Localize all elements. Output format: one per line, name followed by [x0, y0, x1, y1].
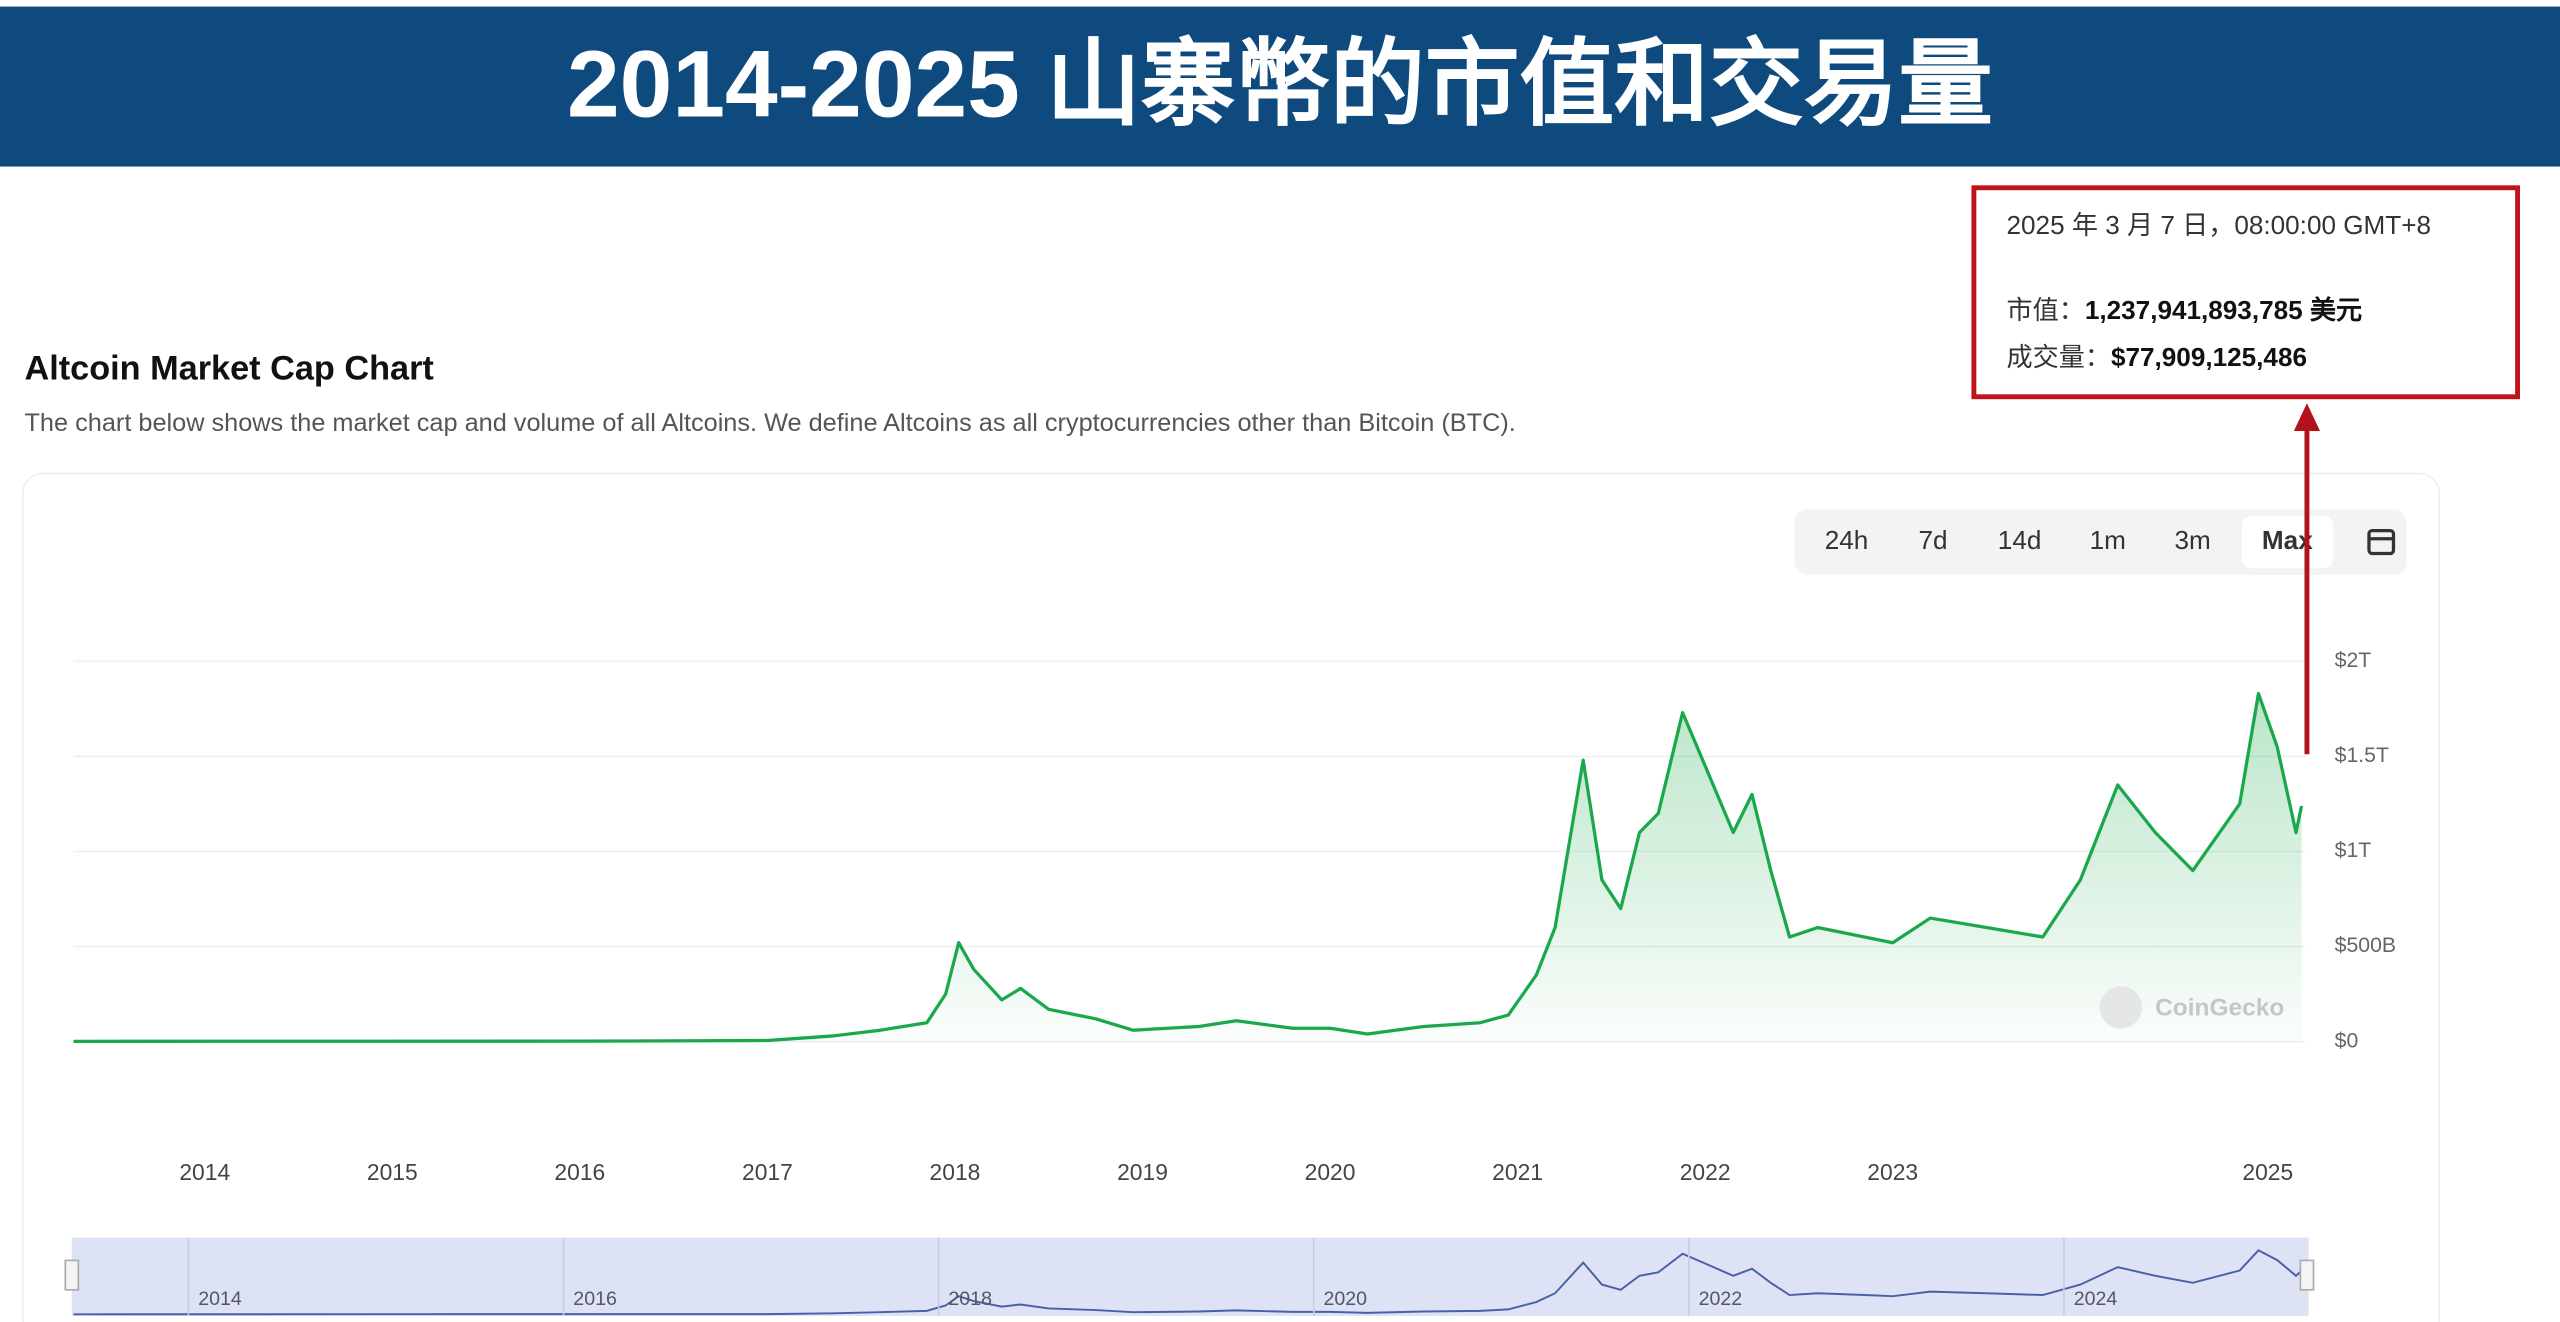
navigator-label: 2014: [198, 1288, 242, 1310]
plot-area: $0 $500B $1T $1.5T $2T 2014 2015 2016 2017 2018 20…: [73, 649, 2396, 1185]
calendar-frame: [2367, 528, 2396, 556]
chart-card: [22, 472, 2440, 1322]
tooltip-volume: 成交量：$77,909,125,486: [2007, 342, 2307, 372]
y-tick-label: $1T: [2335, 839, 2372, 862]
range-button[interactable]: 14d: [1998, 525, 2042, 555]
x-tick-label: 2019: [1117, 1159, 1168, 1185]
y-tick-label: $2T: [2335, 649, 2372, 672]
navigator-label: 2022: [1699, 1288, 1743, 1310]
navigator-handle[interactable]: [2299, 1259, 2315, 1291]
calendar-icon[interactable]: [2367, 528, 2396, 556]
button-active-bg: [2241, 515, 2334, 569]
x-tick-label: 2015: [367, 1159, 418, 1185]
x-tick-label: 2021: [1492, 1159, 1543, 1185]
chart-title: Altcoin Market Cap Chart: [24, 350, 433, 388]
navigator-label: 2020: [1324, 1288, 1368, 1310]
tooltip-cap: 市值：1,237,941,893,785 美元: [2007, 295, 2363, 325]
range-button[interactable]: 1m: [2090, 525, 2126, 555]
volume-label: 成交量：: [2007, 342, 2111, 372]
series-area: [73, 693, 2302, 1042]
x-tick-label: 2023: [1867, 1159, 1918, 1185]
watermark: CoinGecko: [2099, 986, 2284, 1029]
navigator-content: 2014 2016 2018 2020 2022 2024: [64, 1237, 2315, 1316]
tooltip-date: 2025 年 3 月 7 日，08:00:00 GMT+8: [2007, 210, 2432, 240]
x-tick-label: 2018: [930, 1159, 981, 1185]
range-button[interactable]: 7d: [1919, 525, 1948, 555]
y-tick-label: $500B: [2335, 934, 2396, 957]
y-tick-label: $0: [2335, 1029, 2359, 1052]
series-line: [73, 691, 2304, 1043]
watermark-text: CoinGecko: [2155, 994, 2284, 1021]
cap-value: 1,237,941,893,785 美元: [2085, 295, 2362, 325]
navigator-label: 2024: [2074, 1288, 2118, 1310]
navigator[interactable]: [71, 1237, 2309, 1316]
x-tick-label: 2020: [1305, 1159, 1356, 1185]
navigator-handle[interactable]: [64, 1259, 80, 1291]
navigator-label: 2016: [573, 1288, 617, 1310]
range-button[interactable]: 24h: [1825, 525, 1869, 555]
navigator-line: [73, 1249, 2303, 1316]
x-tick-label: 2016: [554, 1159, 605, 1185]
range-buttons: 24h 7d 14d 1m 3m Max: [1825, 515, 2334, 569]
x-tick-label: 2025: [2242, 1159, 2293, 1185]
arrow-head: [2293, 403, 2320, 432]
x-tick-label: 2014: [179, 1159, 230, 1185]
x-tick-label: 2022: [1680, 1159, 1731, 1185]
header-bar: [0, 6, 2560, 167]
volume-value: $77,909,125,486: [2111, 342, 2307, 372]
navigator-label: 2018: [948, 1288, 992, 1310]
tooltip-box: [1971, 185, 2520, 400]
y-tick-label: $1.5T: [2335, 744, 2389, 767]
cap-label: 市值：: [2007, 295, 2085, 325]
header-title: 2014-2025 山寨幣的市值和交易量: [567, 31, 1993, 137]
x-tick-label: 2017: [742, 1159, 793, 1185]
watermark-logo: [2099, 986, 2143, 1029]
range-button[interactable]: 3m: [2175, 525, 2211, 555]
chart-subtitle: The chart below shows the market cap and…: [24, 409, 1515, 437]
